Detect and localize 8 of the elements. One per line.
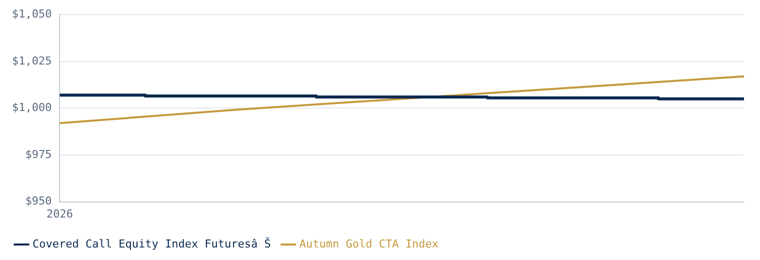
y-tick-label: $950 [25,194,52,208]
y-tick-label: $1,000 [12,101,52,114]
y-tick-label: $1,025 [12,54,52,68]
y-tick-label: $975 [25,148,52,161]
x-tick-label: 2026 [46,207,73,220]
legend-label: Covered Call Equity Index Futuresâ Š [32,236,271,250]
y-tick-label: $1,050 [12,7,52,20]
legend-label: Autumn Gold CTA Index [299,237,439,250]
